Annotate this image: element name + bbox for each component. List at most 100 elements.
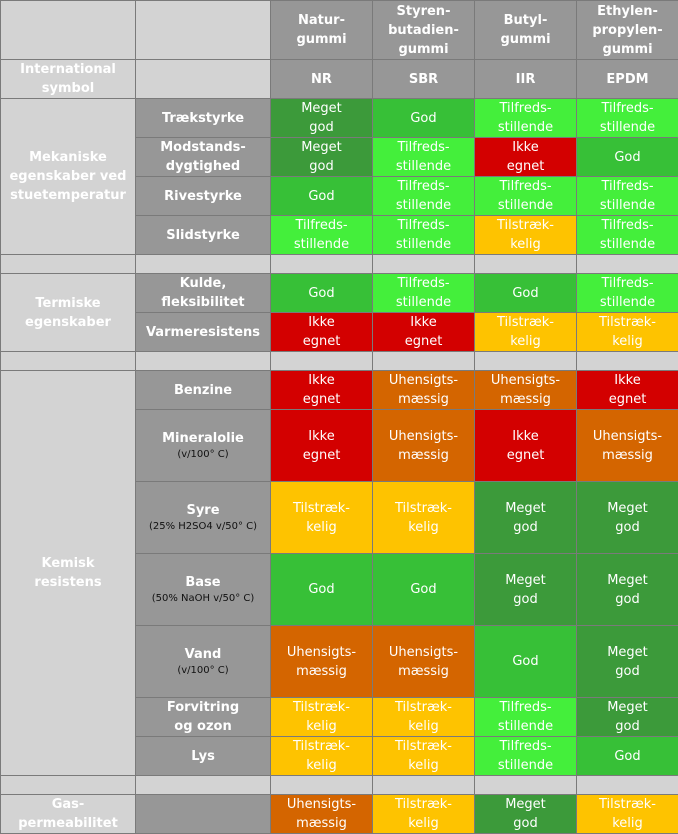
rating-text: Meget god [579, 643, 676, 681]
rating-cell: God [271, 274, 373, 313]
group-label-thermal: Termiske egenskaber [1, 274, 136, 352]
rating-cell: Ikke egnet [271, 313, 373, 352]
rating-text: Uhensigts- mæssig [579, 427, 676, 465]
rating-cell: Tilstræk- kelig [271, 698, 373, 737]
spacer-cell [271, 255, 373, 274]
rating-cell: Tilfreds- stillende [475, 177, 577, 216]
rating-cell: Uhensigts- mæssig [577, 410, 678, 482]
rating-cell: Tilfreds- stillende [271, 216, 373, 255]
column-header-sbr: Styren- butadien- gummi [373, 1, 475, 60]
rating-cell: Meget god [271, 138, 373, 177]
property-label: Trækstyrke [136, 99, 271, 138]
property-note: (25% H2SO4 v/50° C) [138, 520, 268, 534]
spacer-cell [136, 255, 271, 274]
spacer-cell [1, 352, 136, 371]
property-label: Slidstyrke [136, 216, 271, 255]
rating-cell: Meget god [475, 795, 577, 834]
rating-text: Uhensigts- mæssig [273, 795, 370, 833]
property-label: Syre (25% H2SO4 v/50° C) [136, 482, 271, 554]
property-label: Forvitring og ozon [136, 698, 271, 737]
rating-text: Meget god [579, 571, 676, 609]
rating-cell: Tilstræk- kelig [577, 313, 678, 352]
rating-cell: Tilfreds- stillende [577, 177, 678, 216]
rating-cell: Tilstræk- kelig [475, 313, 577, 352]
rating-cell: Tilfreds- stillende [373, 216, 475, 255]
rating-cell: Ikke egnet [475, 138, 577, 177]
rating-cell: Uhensigts- mæssig [373, 371, 475, 410]
rating-text: Meget god [477, 795, 574, 833]
rating-cell: Ikke egnet [271, 371, 373, 410]
rating-text: God [375, 109, 472, 128]
spacer-cell [271, 776, 373, 795]
rating-text: Tilfreds- stillende [375, 216, 472, 254]
rating-cell: Tilfreds- stillende [577, 216, 678, 255]
spacer-row [1, 255, 678, 274]
rating-cell: Meget god [577, 482, 678, 554]
property-label: Benzine [136, 371, 271, 410]
rating-text: Tilstræk- kelig [375, 795, 472, 833]
rating-text: Tilstræk- kelig [273, 737, 370, 775]
rating-cell: Tilstræk- kelig [475, 216, 577, 255]
rating-text: Meget god [477, 571, 574, 609]
rating-cell: God [373, 99, 475, 138]
rating-cell: Tilfreds- stillende [373, 138, 475, 177]
rating-cell: Tilfreds- stillende [475, 99, 577, 138]
rating-text: Tilfreds- stillende [375, 138, 472, 176]
symbol-epdm: EPDM [577, 60, 678, 99]
rating-text: Ikke egnet [579, 371, 676, 409]
rating-text: Meget god [579, 698, 676, 736]
property-name: Syre [186, 503, 219, 518]
spacer-cell [475, 352, 577, 371]
rating-text: Tilstræk- kelig [579, 795, 676, 833]
property-label: Vand (v/100° C) [136, 626, 271, 698]
rating-cell: Ikke egnet [475, 410, 577, 482]
rating-text: God [273, 187, 370, 206]
rating-text: Tilstræk- kelig [375, 737, 472, 775]
spacer-cell [475, 255, 577, 274]
rating-cell: Tilstræk- kelig [373, 698, 475, 737]
rating-cell: Ikke egnet [373, 313, 475, 352]
row-benzine: Kemisk resistens Benzine Ikke egnet Uhen… [1, 371, 678, 410]
property-label: Kulde, fleksibilitet [136, 274, 271, 313]
spacer-cell [1, 255, 136, 274]
property-label: Rivestyrke [136, 177, 271, 216]
rating-cell: Meget god [577, 554, 678, 626]
rating-text: Tilstræk- kelig [375, 698, 472, 736]
symbol-iir: IIR [475, 60, 577, 99]
rating-text: Tilstræk- kelig [375, 499, 472, 537]
rating-cell: God [577, 737, 678, 776]
rating-cell: Uhensigts- mæssig [373, 626, 475, 698]
row-gas-permeabilitet: Gas-permeabilitet Uhensigts- mæssig Tils… [1, 795, 678, 834]
rating-cell: Tilstræk- kelig [577, 795, 678, 834]
property-label: Modstands- dygtighed [136, 138, 271, 177]
rating-text: Tilfreds- stillende [579, 99, 676, 137]
rating-cell: Tilfreds- stillende [475, 698, 577, 737]
column-header-iir: Butyl- gummi [475, 1, 577, 60]
rating-text: Uhensigts- mæssig [375, 371, 472, 409]
rating-text: Ikke egnet [375, 313, 472, 351]
rating-text: God [273, 580, 370, 599]
rating-cell: Uhensigts- mæssig [373, 410, 475, 482]
rating-cell: Tilstræk- kelig [373, 482, 475, 554]
rating-text: Tilfreds- stillende [579, 177, 676, 215]
rating-text: Ikke egnet [477, 138, 574, 176]
spacer-cell [1, 776, 136, 795]
empty-cell [136, 60, 271, 99]
rating-text: Tilstræk- kelig [477, 313, 574, 351]
rating-text: Tilfreds- stillende [375, 274, 472, 312]
spacer-cell [577, 352, 678, 371]
rating-cell: Uhensigts- mæssig [475, 371, 577, 410]
rating-text: Meget god [579, 499, 676, 537]
rating-cell: God [475, 274, 577, 313]
rating-cell: God [271, 554, 373, 626]
rating-text: Tilfreds- stillende [375, 177, 472, 215]
rating-text: Tilfreds- stillende [477, 737, 574, 775]
rating-cell: Meget god [475, 554, 577, 626]
rating-text: Uhensigts- mæssig [477, 371, 574, 409]
empty-sub-cell [136, 795, 271, 834]
rating-text: God [273, 284, 370, 303]
rating-text: Ikke egnet [273, 427, 370, 465]
rating-cell: Meget god [577, 698, 678, 737]
property-name: Vand [185, 647, 222, 662]
